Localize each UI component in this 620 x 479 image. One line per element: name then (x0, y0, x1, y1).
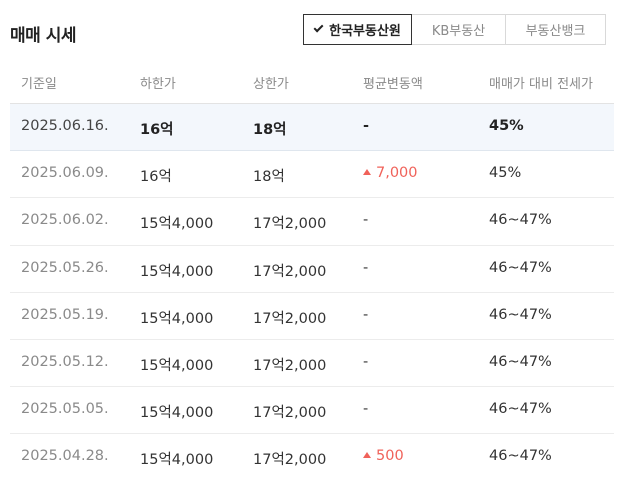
cell-average-change: - (363, 118, 370, 134)
tab-korea-real-estate-board[interactable]: 한국부동산원 (303, 14, 412, 45)
cell-date: 2025.06.09. (21, 165, 109, 182)
cell-date: 2025.06.16. (21, 118, 109, 134)
cell-average-change: - (363, 353, 369, 370)
cell-high-price: 17억2,000 (253, 357, 327, 374)
column-header-average-change: 평균변동액 (363, 77, 423, 92)
cell-date: 2025.06.02. (21, 212, 109, 229)
column-header-low-price: 하한가 (140, 77, 176, 92)
source-tabs: 한국부동산원 KB부동산 부동산뱅크 (303, 14, 606, 45)
cell-date: 2025.05.26. (21, 259, 109, 276)
change-value: 500 (376, 448, 404, 465)
cell-high-price: 17억2,000 (253, 310, 327, 327)
tab-real-estate-bank[interactable]: 부동산뱅크 (505, 14, 606, 45)
table-row[interactable]: 2025.05.19. 15억4,000 17억2,000 - 46~47% (10, 293, 614, 340)
increase-arrow-icon (363, 169, 371, 176)
column-header-high-price: 상한가 (253, 77, 289, 92)
checkmark-icon (313, 22, 324, 33)
tab-label: KB부동산 (431, 24, 486, 39)
cell-high-price: 17억2,000 (253, 405, 327, 422)
page-title: 매매 시세 (10, 26, 76, 46)
cell-date: 2025.05.12. (21, 353, 109, 370)
cell-low-price: 16억 (140, 122, 174, 138)
table-header: 기준일 하한가 상한가 평균변동액 매매가 대비 전세가 (10, 58, 614, 104)
table-row[interactable]: 2025.05.26. 15억4,000 17억2,000 - 46~47% (10, 246, 614, 293)
table-row[interactable]: 2025.05.05. 15억4,000 17억2,000 - 46~47% (10, 387, 614, 435)
cell-low-price: 15억4,000 (140, 216, 214, 233)
change-value: 7,000 (376, 165, 418, 182)
cell-average-change: - (363, 212, 369, 229)
cell-low-price: 15억4,000 (140, 405, 214, 422)
table-row[interactable]: 2025.06.09. 16억 18억 7,000 45% (10, 151, 614, 199)
cell-low-price: 15억4,000 (140, 263, 214, 280)
cell-jeonse-ratio: 46~47% (489, 259, 552, 276)
table-row[interactable]: 2025.06.16. 16억 18억 - 45% (10, 104, 614, 152)
cell-jeonse-ratio: 46~47% (489, 306, 552, 323)
table-row[interactable]: 2025.04.28. 15억4,000 17억2,000 500 46~47% (10, 434, 614, 479)
tab-label: 부동산뱅크 (525, 24, 586, 39)
cell-date: 2025.05.05. (21, 401, 109, 418)
cell-date: 2025.04.28. (21, 448, 109, 465)
cell-date: 2025.05.19. (21, 306, 109, 323)
cell-average-change: - (363, 401, 369, 418)
cell-jeonse-ratio: 46~47% (489, 212, 552, 229)
cell-high-price: 18억 (253, 122, 287, 138)
cell-average-change: 7,000 (363, 165, 418, 181)
cell-average-change: - (363, 259, 369, 276)
cell-high-price: 17억2,000 (253, 216, 327, 233)
cell-low-price: 15억4,000 (140, 357, 214, 374)
tab-label: 한국부동산원 (329, 24, 401, 39)
cell-jeonse-ratio: 45% (489, 165, 522, 182)
cell-average-change: - (363, 306, 369, 323)
price-table-body: 2025.06.16. 16억 18억 - 45% 2025.06.09. 16… (10, 104, 614, 479)
cell-low-price: 16억 (140, 169, 172, 186)
cell-jeonse-ratio: 46~47% (489, 448, 552, 465)
table-row[interactable]: 2025.06.02. 15억4,000 17억2,000 - 46~47% (10, 198, 614, 246)
cell-average-change: 500 (363, 448, 404, 464)
tab-kb-real-estate[interactable]: KB부동산 (411, 14, 506, 45)
cell-jeonse-ratio: 45% (489, 118, 524, 134)
cell-high-price: 17억2,000 (253, 452, 327, 469)
increase-arrow-icon (363, 452, 371, 459)
cell-jeonse-ratio: 46~47% (489, 401, 552, 418)
cell-high-price: 18억 (253, 169, 285, 186)
column-header-date: 기준일 (21, 77, 57, 92)
cell-jeonse-ratio: 46~47% (489, 353, 552, 370)
cell-low-price: 15억4,000 (140, 452, 214, 469)
table-row[interactable]: 2025.05.12. 15억4,000 17억2,000 - 46~47% (10, 340, 614, 388)
column-header-jeonse-ratio: 매매가 대비 전세가 (489, 77, 593, 92)
cell-high-price: 17억2,000 (253, 263, 327, 280)
cell-low-price: 15억4,000 (140, 310, 214, 327)
price-header: 매매 시세 한국부동산원 KB부동산 부동산뱅크 (0, 0, 620, 58)
